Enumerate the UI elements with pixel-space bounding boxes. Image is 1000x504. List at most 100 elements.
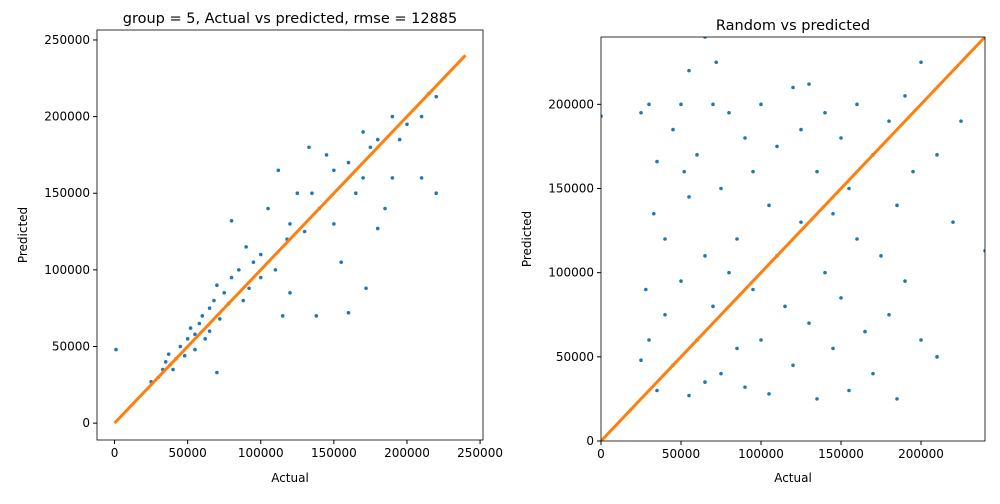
point xyxy=(295,191,300,196)
point xyxy=(655,388,659,393)
point xyxy=(237,268,241,272)
y-tick-label: 200000 xyxy=(44,110,90,124)
point xyxy=(903,94,907,98)
y-tick-label: 150000 xyxy=(548,182,594,196)
point xyxy=(166,352,171,356)
axes-frame xyxy=(96,29,484,441)
point xyxy=(839,296,843,300)
point xyxy=(361,176,365,180)
point xyxy=(178,344,183,349)
point xyxy=(687,393,691,398)
point xyxy=(197,321,202,326)
point xyxy=(911,169,915,174)
point xyxy=(879,254,883,258)
point xyxy=(714,60,718,65)
x-tick-label: 100000 xyxy=(238,446,284,460)
point xyxy=(639,358,643,363)
point xyxy=(229,219,234,223)
point xyxy=(339,260,343,265)
point xyxy=(727,110,731,115)
point xyxy=(807,82,811,86)
point xyxy=(405,122,409,127)
point xyxy=(743,385,747,389)
point xyxy=(775,144,779,149)
point xyxy=(823,270,827,275)
point xyxy=(703,37,707,39)
point xyxy=(839,136,843,140)
point xyxy=(419,114,424,119)
point xyxy=(735,237,739,241)
y-tick-label: 50000 xyxy=(556,350,594,364)
point xyxy=(288,291,292,295)
point xyxy=(280,314,285,318)
point xyxy=(383,206,387,211)
point xyxy=(207,329,212,333)
point xyxy=(663,237,667,241)
x-tick-label: 200000 xyxy=(384,446,430,460)
y-tick-label: 50000 xyxy=(52,340,90,354)
point xyxy=(791,85,795,90)
point xyxy=(935,153,939,157)
point xyxy=(185,337,190,341)
plot-area xyxy=(113,54,467,425)
point xyxy=(682,169,686,174)
point xyxy=(815,397,819,401)
point xyxy=(751,169,755,174)
y-tick-label: 200000 xyxy=(548,97,594,111)
point xyxy=(375,137,380,142)
point xyxy=(815,169,819,174)
point xyxy=(229,275,234,280)
point xyxy=(314,314,319,318)
point xyxy=(791,363,795,368)
point xyxy=(871,371,875,376)
point xyxy=(831,346,835,351)
point xyxy=(266,206,270,211)
point xyxy=(364,286,368,291)
point xyxy=(831,211,835,216)
y-tick-label: 100000 xyxy=(44,263,90,277)
point xyxy=(361,130,365,134)
point xyxy=(687,195,691,199)
x-tick-label: 150000 xyxy=(818,447,864,461)
point xyxy=(807,321,811,325)
point xyxy=(212,298,216,303)
point xyxy=(324,153,329,157)
point xyxy=(193,332,197,337)
point xyxy=(307,145,311,150)
point xyxy=(258,275,263,280)
point xyxy=(695,153,699,157)
subplot-title: group = 5, Actual vs predicted, rmse = 1… xyxy=(123,11,458,27)
x-tick-label: 0 xyxy=(597,447,605,461)
identity-line xyxy=(601,37,985,441)
point xyxy=(895,203,899,208)
point xyxy=(703,380,707,384)
x-tick-label: 200000 xyxy=(898,447,944,461)
x-tick-label: 150000 xyxy=(311,446,357,460)
point xyxy=(215,283,219,287)
identity-line xyxy=(113,54,467,425)
point xyxy=(207,306,212,310)
y-tick-label: 0 xyxy=(586,434,594,448)
point xyxy=(847,186,851,191)
point xyxy=(434,191,439,196)
point xyxy=(703,254,707,258)
axes-frame xyxy=(600,36,986,442)
point xyxy=(114,347,118,352)
point xyxy=(639,110,643,115)
point xyxy=(783,304,787,309)
point xyxy=(679,102,683,107)
point xyxy=(193,347,197,352)
point xyxy=(375,226,380,231)
point xyxy=(200,314,205,318)
point xyxy=(244,245,248,249)
y-tick-label: 250000 xyxy=(44,33,90,47)
point xyxy=(951,220,955,224)
y-tick-label: 100000 xyxy=(548,266,594,280)
point xyxy=(919,338,923,342)
point xyxy=(759,102,763,107)
point xyxy=(711,304,715,309)
point xyxy=(247,286,251,291)
point xyxy=(743,136,747,140)
point xyxy=(919,60,923,65)
point xyxy=(727,270,731,275)
